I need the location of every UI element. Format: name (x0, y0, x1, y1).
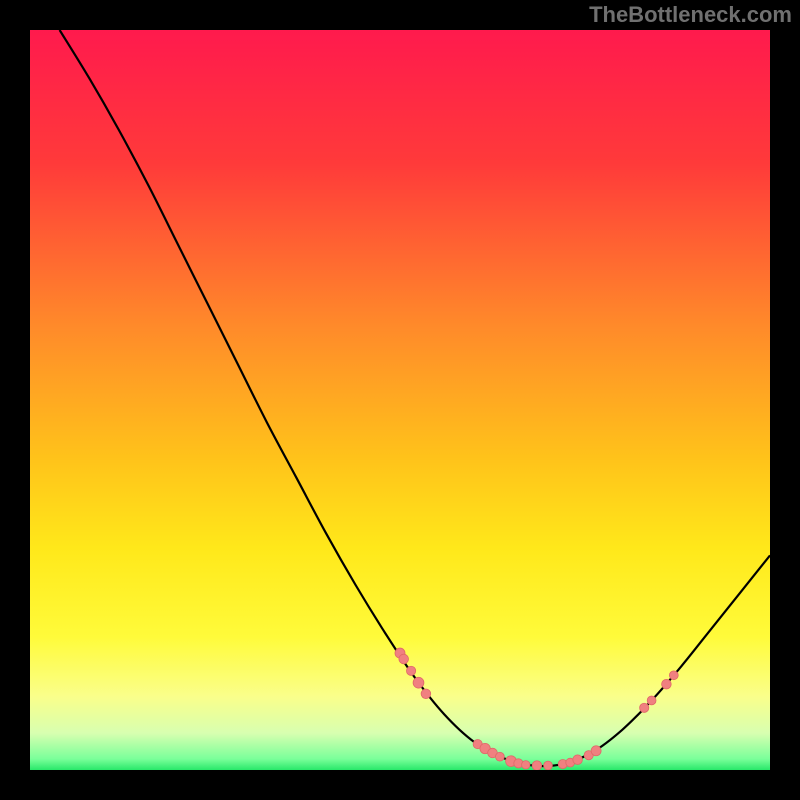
marker-point (413, 677, 424, 688)
marker-point (640, 703, 649, 712)
chart-svg (30, 30, 770, 770)
marker-point (573, 755, 583, 765)
marker-point (407, 666, 416, 675)
marker-point (496, 752, 505, 761)
marker-point (662, 679, 672, 689)
marker-point (544, 761, 553, 770)
marker-point (532, 761, 542, 770)
marker-point (647, 696, 656, 705)
marker-point (421, 689, 431, 699)
watermark-text: TheBottleneck.com (589, 2, 792, 28)
marker-point (522, 761, 530, 769)
chart-plot-area (30, 30, 770, 770)
marker-point (591, 746, 601, 756)
marker-point (669, 671, 678, 680)
marker-point (399, 654, 409, 664)
